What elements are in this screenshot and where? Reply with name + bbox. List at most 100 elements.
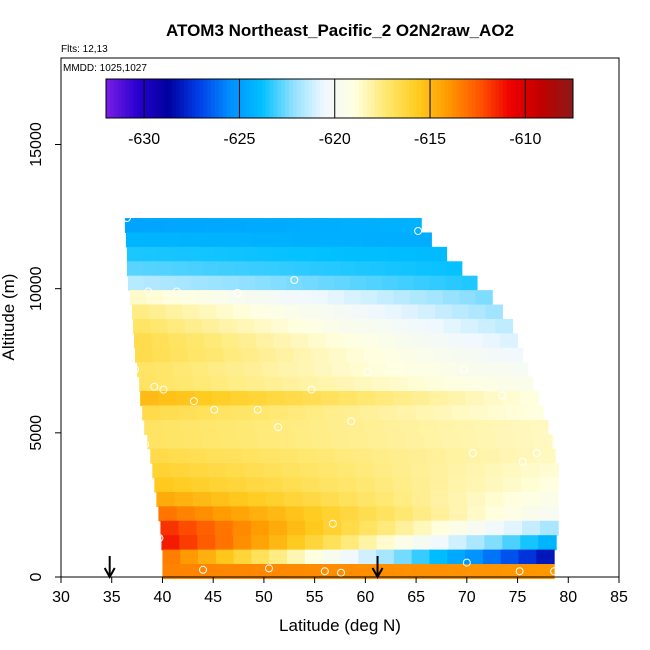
heatmap-cell xyxy=(147,434,167,450)
heatmap-cell xyxy=(139,376,158,392)
heatmap-cell xyxy=(518,448,538,464)
heatmap-cell xyxy=(296,362,316,378)
heatmap-cell xyxy=(228,290,246,306)
heatmap-cell xyxy=(223,275,240,291)
heatmap-cell xyxy=(375,391,394,407)
heatmap-cell xyxy=(315,448,335,464)
heatmap-cell xyxy=(287,405,307,421)
heatmap-cell xyxy=(392,463,412,479)
heatmap-cell xyxy=(161,535,180,551)
heatmap-cell xyxy=(509,362,529,378)
heatmap-cell xyxy=(179,290,197,306)
heatmap-cell xyxy=(482,549,502,565)
colorbar-segment xyxy=(355,79,360,118)
colorbar-segment xyxy=(335,79,340,118)
sample-point xyxy=(320,567,329,576)
heatmap-cell xyxy=(318,376,337,392)
heatmap-cell xyxy=(157,376,176,392)
heatmap-cell xyxy=(468,304,487,320)
heatmap-cell xyxy=(236,232,252,248)
sample-point xyxy=(468,449,477,457)
colorbar-segment xyxy=(331,79,337,118)
heatmap-cell xyxy=(411,549,431,565)
heatmap-cell xyxy=(411,477,431,493)
colorbar-segment xyxy=(253,79,259,118)
heatmap-cell xyxy=(151,333,170,349)
heatmap-cell xyxy=(180,419,200,435)
colorbar-segment xyxy=(257,79,263,118)
colorbar-tick-label: -625 xyxy=(223,131,255,148)
sample-point xyxy=(550,567,559,576)
heatmap-cell xyxy=(189,463,209,479)
heatmap-cell xyxy=(397,405,416,421)
heatmap-cell xyxy=(230,391,250,407)
heatmap-cell xyxy=(167,232,183,248)
heatmap-cell xyxy=(260,448,280,464)
colorbar-segment xyxy=(343,79,348,118)
heatmap-cell xyxy=(332,362,351,378)
heatmap-cell xyxy=(221,333,240,349)
heatmap-cell xyxy=(243,362,262,378)
colorbar-segment xyxy=(530,79,535,118)
heatmap-cell xyxy=(461,275,478,291)
heatmap-cell xyxy=(355,463,375,479)
heatmap-cell xyxy=(411,564,431,580)
heatmap-cell xyxy=(324,405,344,421)
heatmap-cell xyxy=(429,275,446,291)
colorbar-segment xyxy=(386,79,391,118)
colorbar: -630 -625 -620 -615 -610 xyxy=(105,78,574,148)
heatmap-cell xyxy=(485,520,505,536)
heatmap-cell xyxy=(233,564,253,580)
heatmap-cell xyxy=(264,232,280,248)
heatmap-cell xyxy=(271,318,289,334)
x-tick-label: 70 xyxy=(458,589,476,606)
heatmap-cell xyxy=(170,246,186,262)
sample-points xyxy=(122,214,559,577)
heatmap-cell xyxy=(448,491,468,507)
heatmap-cell xyxy=(137,362,156,378)
heatmap-cell xyxy=(165,434,185,450)
heatmap-cell xyxy=(253,318,272,334)
heatmap-cell xyxy=(521,477,541,493)
colorbar-segment xyxy=(475,79,481,118)
heatmap-cell xyxy=(518,564,537,580)
colorbar-segment xyxy=(176,79,181,118)
heatmap-cell xyxy=(434,347,453,363)
heatmap-cell xyxy=(314,362,333,378)
heatmap-cell xyxy=(239,434,259,450)
colorbar-segment xyxy=(246,79,251,118)
colorbar-segment xyxy=(199,79,204,118)
heatmap-cell xyxy=(511,419,531,435)
heatmap-cell xyxy=(391,318,410,334)
chart-title: ATOM3 Northeast_Pacific_2 O2N2raw_AO2 xyxy=(166,21,514,40)
heatmap-cell xyxy=(335,376,355,392)
heatmap-cell xyxy=(443,318,462,334)
heatmap-cell xyxy=(312,434,332,450)
heatmap-cell xyxy=(283,304,301,320)
heatmap-cell xyxy=(370,261,387,277)
heatmap-cell xyxy=(386,434,406,450)
heatmap-cell xyxy=(503,491,523,507)
heatmap-cell xyxy=(184,318,203,334)
heatmap-cell xyxy=(412,506,432,522)
heatmap-cell xyxy=(156,491,176,507)
heatmap-cell xyxy=(262,463,283,479)
colorbar-tick-label: -615 xyxy=(414,131,446,148)
heatmap-cell xyxy=(199,304,217,320)
heatmap-cell xyxy=(219,218,234,234)
sample-point xyxy=(144,287,153,296)
colorbar-segment xyxy=(514,79,520,118)
colorbar-segment xyxy=(144,79,150,118)
heatmap-cell xyxy=(207,463,227,479)
heatmap-cell xyxy=(205,347,224,363)
heatmap-cell xyxy=(245,290,263,306)
heatmap-cell xyxy=(317,304,335,320)
heatmap-cell xyxy=(505,347,524,363)
colorbar-segment xyxy=(429,79,434,118)
heatmap-cell xyxy=(186,333,205,349)
heatmap-cell xyxy=(267,506,287,522)
heatmap-cell xyxy=(297,448,317,464)
heatmap-cell xyxy=(521,520,541,536)
heatmap-cell xyxy=(246,376,265,392)
